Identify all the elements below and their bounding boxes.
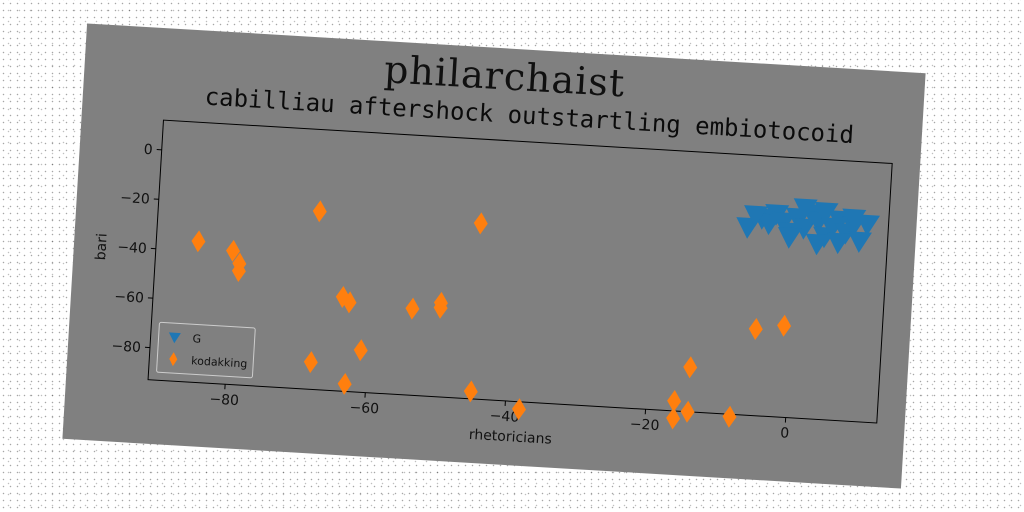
series-kodakking-point [191, 230, 206, 253]
y-tick-label: −20 [120, 190, 150, 208]
series-kodakking-point [463, 380, 478, 403]
series-kodakking-point [303, 351, 318, 374]
series-kodakking-point [511, 398, 526, 421]
legend-marker-g [168, 332, 181, 344]
series-g-point [805, 233, 830, 256]
x-tick-label: −60 [349, 400, 379, 418]
series-g-point [848, 231, 872, 253]
x-tick-label: −40 [489, 408, 519, 426]
series-kodakking-point [433, 296, 448, 319]
series-kodakking-point [405, 297, 420, 320]
x-tick-label: 0 [780, 425, 790, 442]
series-g-point [826, 232, 851, 255]
series-kodakking-point [312, 200, 327, 223]
series-kodakking-point [335, 286, 350, 308]
legend-marker-kodakking [169, 352, 178, 367]
series-kodakking-point [226, 239, 241, 262]
series-kodakking-point [722, 405, 737, 428]
series-kodakking-point [683, 356, 698, 379]
series-g-point [842, 208, 867, 231]
x-tick-label: −20 [629, 416, 659, 434]
series-g-point [793, 198, 818, 220]
figure: philarchaist cabilliau aftershock outsta… [62, 23, 926, 489]
series-kodakking-point [748, 318, 763, 340]
series-g-point [856, 214, 881, 236]
y-tick-label: −40 [117, 239, 147, 257]
series-kodakking-point [473, 212, 488, 235]
marks-group [191, 198, 881, 430]
series-kodakking-point [337, 372, 352, 395]
y-axis-label: bari [93, 233, 111, 261]
y-tick-label: −80 [111, 338, 141, 356]
x-tick-label: −80 [209, 391, 239, 409]
axes-group: −80 −60 −40 −20 0 0 −20 −40 −60 −80 rhetoricians ba… [93, 119, 893, 448]
scatter-plot: −80 −60 −40 −20 0 0 −20 −40 −60 −80 rhetoricians ba… [93, 119, 893, 448]
series-g-point [777, 227, 802, 249]
legend-label: G [192, 332, 201, 345]
series-kodakking-point [231, 260, 246, 282]
series-kodakking-point [666, 407, 681, 430]
y-tick-label: −60 [114, 289, 144, 307]
series-kodakking-point [667, 390, 682, 413]
series-g-point [814, 201, 839, 224]
series-kodakking-point [342, 291, 357, 314]
plot-frame [147, 119, 893, 424]
series-kodakking-point [680, 400, 695, 423]
series-kodakking-point [777, 314, 792, 337]
y-tick-label: 0 [143, 142, 153, 159]
x-axis-label: rhetoricians [468, 427, 552, 448]
legend-label: kodakking [191, 354, 248, 370]
series-g-point [744, 205, 769, 227]
legend-box [156, 321, 256, 379]
series-kodakking-point [353, 339, 368, 362]
